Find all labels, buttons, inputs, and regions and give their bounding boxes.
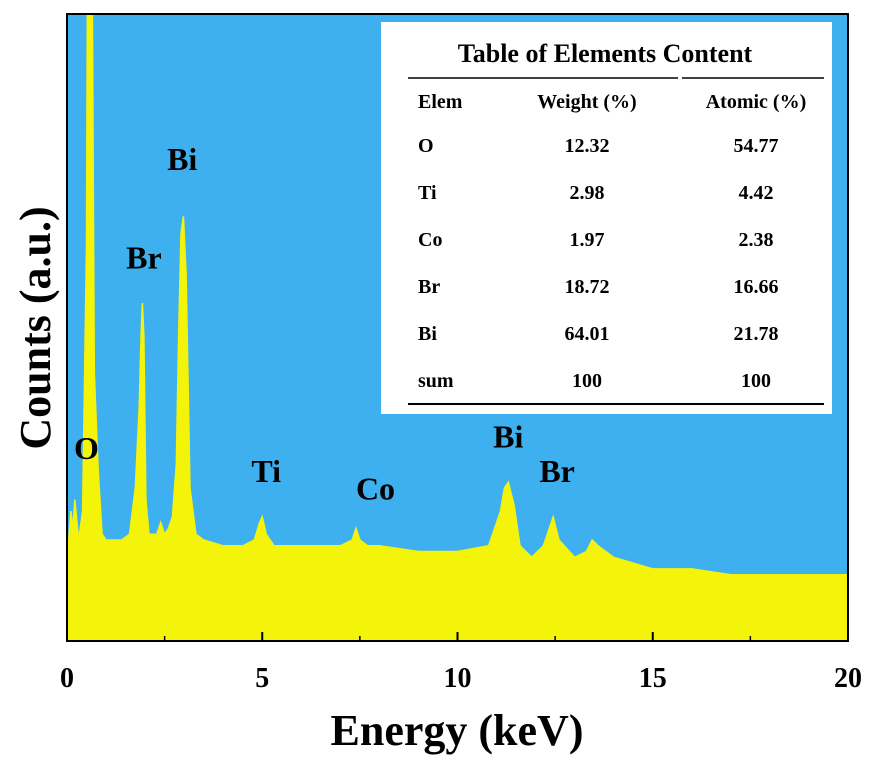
inset-cell-r1-c2: 4.42 (739, 182, 774, 204)
peak-label-br-6: Br (539, 453, 575, 489)
inset-cell-r0-c1: 12.32 (565, 135, 610, 157)
inset-cell-r2-c1: 1.97 (570, 229, 605, 251)
x-tick-label-15: 15 (639, 663, 667, 694)
inset-cell-r1-c1: 2.98 (570, 182, 605, 204)
peak-label-br-1: Br (126, 239, 162, 275)
inset-cell-r5-c1: 100 (572, 370, 602, 392)
inset-table-title: Table of Elements Content (458, 39, 753, 68)
inset-cell-r0-c2: 54.77 (734, 135, 779, 157)
inset-cell-r5-c2: 100 (741, 370, 771, 392)
x-tick-label-20: 20 (834, 663, 862, 694)
inset-header-1: Weight (%) (537, 91, 636, 113)
inset-header-2: Atomic (%) (706, 91, 807, 113)
inset-cell-r0-c0: O (418, 135, 434, 157)
inset-table-rows: Elem Weight (%) Atomic (%) O 12.32 54.77 Ti 2.9… (418, 91, 806, 392)
spectrum-series-line (66, 13, 848, 576)
peak-labels: O Br Bi Ti Co Bi Br (74, 141, 575, 506)
inset-cell-r4-c0: Bi (418, 323, 437, 345)
inset-table-background (381, 22, 832, 414)
inset-cell-r3-c2: 16.66 (734, 276, 779, 298)
inset-cell-r4-c2: 21.78 (734, 323, 779, 345)
inset-cell-r3-c0: Br (418, 276, 440, 298)
inset-cell-r2-c2: 2.38 (739, 229, 774, 251)
peak-label-o-0: O (74, 430, 99, 466)
x-tick-label-0: 0 (60, 663, 74, 694)
x-axis-title: Energy (keV) (331, 706, 584, 755)
x-tick-label-5: 5 (255, 663, 269, 694)
inset-cell-r5-c0: sum (418, 370, 454, 392)
peak-label-co-4: Co (356, 471, 395, 507)
spectrum-series-area (67, 14, 848, 641)
inset-cell-r3-c1: 18.72 (565, 276, 610, 298)
x-axis-tick-labels: 0 5 10 15 20 (60, 663, 862, 694)
inset-header-0: Elem (418, 91, 463, 113)
inset-cell-r2-c0: Co (418, 229, 442, 251)
y-axis-title: Counts (a.u.) (11, 206, 60, 449)
peak-label-ti-3: Ti (251, 453, 281, 489)
inset-cell-r1-c0: Ti (418, 182, 437, 204)
peak-label-bi-2: Bi (167, 141, 197, 177)
inset-cell-r4-c1: 64.01 (565, 323, 610, 345)
peak-label-bi-5: Bi (493, 419, 523, 455)
x-axis-ticks (66, 632, 849, 641)
x-tick-label-10: 10 (444, 663, 472, 694)
inset-table: Table of Elements Content Elem Weight (%)… (381, 22, 832, 414)
